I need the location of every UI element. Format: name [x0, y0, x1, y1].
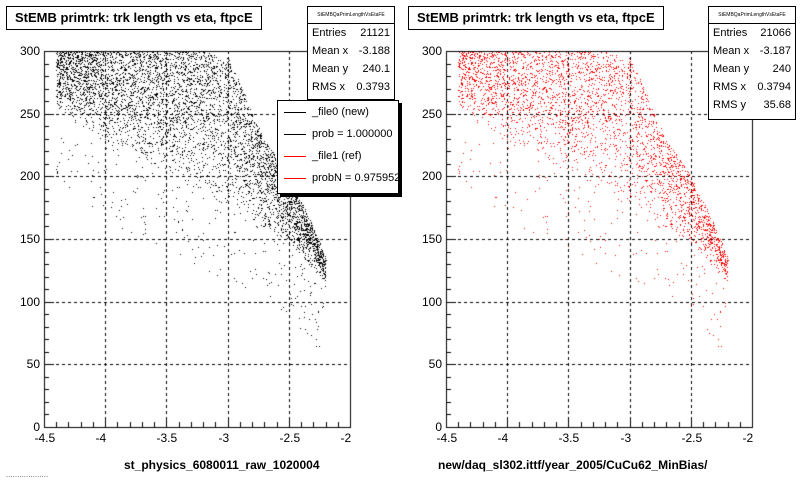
y-tick-label: 0	[435, 419, 442, 434]
y-tick-label: 0	[33, 419, 40, 434]
panel-2-x-axis-title: new/daq_sl302.ittf/year_2005/CuCu62_MinB…	[438, 458, 708, 472]
y-tick-label: 200	[421, 168, 442, 183]
y-tick-label: 50	[428, 356, 442, 371]
panel-2-stat-rms-x: RMS x 0.3794	[713, 81, 791, 93]
panel-2-title: StEMB primtrk: trk length vs eta, ftpcE	[408, 6, 664, 30]
y-tick-label: 150	[19, 231, 40, 246]
panel-2-stats-header: StEMBQaPrimLengthVsEtaFE	[709, 7, 795, 24]
x-tick-label: -2.5	[681, 431, 703, 445]
y-tick-label: 250	[19, 106, 40, 121]
x-tick-label: -2.5	[279, 431, 301, 445]
panel-1-title: StEMB primtrk: trk length vs eta, ftpcE	[6, 6, 262, 30]
panel-1-x-axis-title: st_physics_6080011_raw_1020004	[124, 458, 320, 472]
legend-line	[284, 156, 306, 157]
legend-line	[284, 134, 306, 135]
legend-line	[284, 112, 306, 113]
footer-text: ...................	[6, 470, 49, 479]
x-tick-label: -3	[620, 431, 632, 445]
x-tick-label: -3	[218, 431, 230, 445]
x-tick-label: -4.5	[34, 431, 56, 445]
panel-2-stat-rms-y: RMS y 35.68	[713, 99, 791, 111]
y-tick-label: 250	[421, 106, 442, 121]
y-tick-label: 50	[26, 356, 40, 371]
panel-1-stat-mean-y: Mean y 240.1	[312, 63, 390, 75]
panel-1-stat-rms-x: RMS x 0.3793	[312, 81, 390, 93]
panel-1-stats-box: StEMBQaPrimLengthVsEtaFE Entries 21121 Me…	[307, 6, 395, 100]
x-tick-label: -4.5	[436, 431, 458, 445]
y-tick-label: 300	[421, 43, 442, 58]
x-tick-label: -4	[95, 431, 107, 445]
y-tick-label: 300	[19, 43, 40, 58]
legend: _file0 (new) prob = 1.000000 _file1 (ref…	[277, 100, 399, 194]
y-tick-label: 100	[19, 294, 40, 309]
panel-2-stat-mean-x: Mean x -3.187	[713, 45, 791, 57]
panel-1-stats-header: StEMBQaPrimLengthVsEtaFE	[308, 7, 394, 24]
panel-1-stat-entries: Entries 21121	[312, 27, 390, 39]
panel-2-stats-box: StEMBQaPrimLengthVsEtaFE Entries 21066 Me…	[708, 6, 796, 120]
panel-2-stat-mean-y: Mean y 240	[713, 63, 791, 75]
x-tick-label: -2	[742, 431, 754, 445]
x-tick-label: -2	[340, 431, 352, 445]
y-tick-label: 200	[19, 168, 40, 183]
x-tick-label: -4	[497, 431, 509, 445]
y-tick-label: 150	[421, 231, 442, 246]
y-tick-label: 100	[421, 294, 442, 309]
x-tick-label: -3.5	[156, 431, 178, 445]
panel-1-stat-mean-x: Mean x -3.188	[312, 45, 390, 57]
x-tick-label: -3.5	[558, 431, 580, 445]
panel-2-stat-entries: Entries 21066	[713, 27, 791, 39]
legend-line	[284, 178, 306, 179]
